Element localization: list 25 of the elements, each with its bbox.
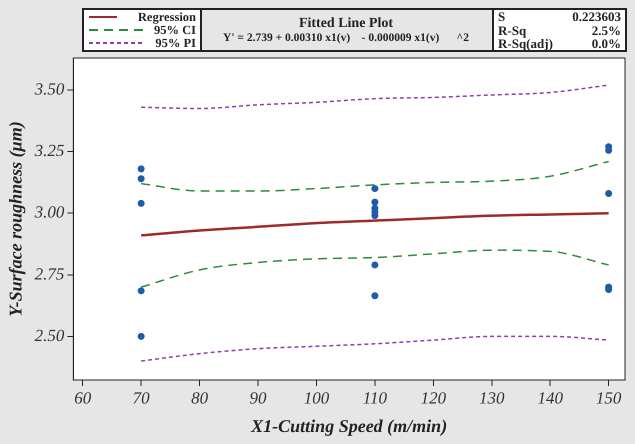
x-tick-label: 150 [596,388,622,408]
legend-label: 95% PI [155,36,196,50]
legend-label: 95% CI [154,23,196,38]
legend-label: Regression [138,10,196,24]
x-tick-label: 110 [362,388,388,408]
y-tick-label: 2.75 [34,264,64,284]
x-tick-label: 90 [250,388,268,408]
y-tick-label: 2.50 [34,326,65,345]
y-tick-label: 3.50 [34,79,65,98]
text: R-Sq 2.5% [498,22,621,38]
text: R-Sq(adj) 0.0% [498,36,621,51]
y-tick-label: 3.25 [34,141,64,160]
x-tick-label: 130 [479,388,506,408]
x-tick-label: 70 [132,388,150,408]
x-tick-label: 60 [74,388,92,408]
chart-subtitle: Y' = 2.739 + 0.00310 x1(v) - 0.000009 x1(v) ^2 [222,32,470,44]
chart-title: Fitted Line Plot [298,16,394,32]
x-axis-title: X1-Cutting Speed (m/min) [250,416,448,436]
x-tick-label: 140 [537,388,564,408]
x-tick-label: 120 [420,388,447,408]
x-tick-label: 100 [304,388,330,408]
y-tick-label: 3.00 [34,202,65,222]
y-axis-title: Y-Surface roughness (μm) [5,121,26,317]
text: S 0.223603 [498,9,621,24]
x-tick-label: 80 [191,388,209,408]
